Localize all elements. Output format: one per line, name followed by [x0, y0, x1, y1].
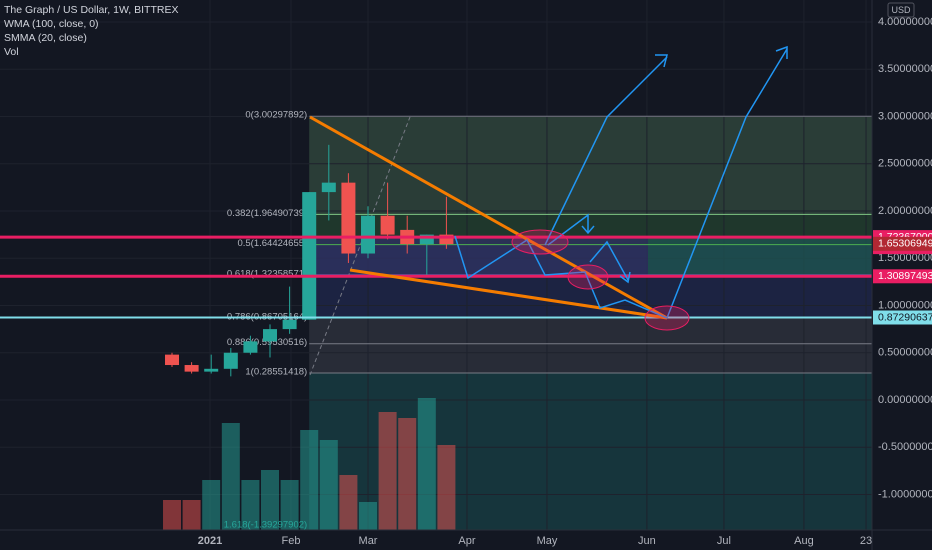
- projection-path: [454, 235, 668, 319]
- volume-bar: [163, 500, 182, 530]
- arrow-head: [775, 45, 788, 59]
- fib-label: 0.618(1.32358571): [227, 268, 307, 279]
- fib-zones: [309, 116, 872, 530]
- candle-body: [282, 319, 297, 330]
- price-label-box: [873, 269, 932, 284]
- fib-label: 0.382(1.96490739): [227, 208, 307, 219]
- projection-arrow: [666, 48, 788, 319]
- volume-bar: [221, 423, 240, 530]
- fib-label: 1(0.28551418): [245, 367, 307, 378]
- arrow-head: [581, 225, 595, 235]
- horizontal-lines: [0, 235, 872, 319]
- candle-body: [419, 234, 434, 245]
- candle-body: [341, 182, 356, 254]
- volume-bar: [319, 440, 338, 530]
- time-axis: [0, 530, 932, 550]
- axes: -1.00000000 -0.50000000 0.00000000 0.500000…: [198, 16, 932, 547]
- candle-body: [263, 329, 278, 342]
- candle-body: [165, 354, 180, 366]
- price-label: 0.87290637: [878, 311, 932, 323]
- projection-arrow: [589, 240, 629, 281]
- fib-zone: [309, 274, 872, 319]
- y-tick-label: 0.00000000: [878, 394, 932, 406]
- volume-bar: [182, 500, 201, 530]
- y-tick-label: 0.50000000: [878, 347, 932, 359]
- candle-body: [243, 341, 258, 353]
- volume-bar: [300, 430, 319, 530]
- x-tick-label: Jul: [717, 535, 731, 547]
- projection-arrow: [547, 213, 589, 246]
- y-tick-label: 2.00000000: [878, 205, 932, 217]
- fib-zone: [309, 318, 872, 344]
- indicator: Vol: [4, 46, 19, 58]
- x-tick-label: 2021: [198, 535, 222, 547]
- volume-bar: [398, 418, 417, 530]
- y-tick-label: -1.00000000: [878, 488, 932, 500]
- y-tick-label: -0.50000000: [878, 441, 932, 453]
- arrow-head: [655, 54, 668, 68]
- x-tick-label: Apr: [458, 535, 475, 547]
- candle-body: [321, 182, 336, 193]
- price-label: 1.30897493: [878, 270, 932, 282]
- trend-line: [309, 115, 668, 320]
- candle-body: [204, 368, 219, 372]
- volume-bar: [241, 480, 260, 530]
- highlight: [644, 305, 690, 331]
- volume-bar: [378, 412, 397, 530]
- x-tick-label: May: [537, 535, 558, 547]
- volume: [163, 398, 456, 530]
- volume-bar: [359, 502, 378, 530]
- arrow-head: [619, 271, 631, 284]
- indicator: WMA (100, close, 0): [4, 18, 99, 30]
- highlight: [511, 229, 569, 255]
- candle-body: [380, 215, 395, 235]
- candle-body: [184, 365, 199, 372]
- chart-title: The Graph / US Dollar, 1W, BITTREX: [4, 4, 178, 16]
- candle-body: [361, 215, 376, 254]
- volume-bar: [417, 398, 436, 530]
- candle-body: [439, 234, 454, 245]
- x-tick-label: Feb: [281, 535, 300, 547]
- candles: [165, 144, 454, 377]
- y-tick-label: 1.00000000: [878, 299, 932, 311]
- indicator: SMMA (20, close): [4, 32, 87, 44]
- trend-line: [349, 268, 668, 320]
- fib-zone: [309, 116, 872, 215]
- x-tick-label: 23: [860, 535, 872, 547]
- fib-label: 0.886(0.59530516): [227, 337, 307, 348]
- currency: USD: [891, 5, 911, 15]
- fib-label: 0(3.00297892): [245, 110, 307, 121]
- price-label: 1.65306949: [878, 238, 932, 250]
- price-label-box: [873, 236, 932, 251]
- fib-zone: [309, 343, 872, 374]
- candle-body: [223, 352, 238, 369]
- volume-bar: [437, 445, 456, 530]
- volume-bar: [280, 480, 299, 530]
- projection-arrow: [544, 56, 668, 246]
- range-box: [648, 238, 872, 276]
- volume-bar: [261, 470, 280, 530]
- x-tick-label: Aug: [794, 535, 814, 547]
- volume-bar: [339, 475, 358, 530]
- fib-label: 0.5(1.64424655): [237, 238, 307, 249]
- y-tick-label: 3.50000000: [878, 63, 932, 75]
- x-tick-label: Mar: [359, 535, 378, 547]
- price-label-box: [873, 310, 932, 325]
- highlight: [567, 264, 609, 290]
- y-tick-label: 1.50000000: [878, 252, 932, 264]
- candle-body: [302, 192, 317, 320]
- grid: [0, 0, 872, 530]
- y-tick-label: 2.50000000: [878, 158, 932, 170]
- y-tick-label: 4.00000000: [878, 16, 932, 28]
- y-tick-label: 3.00000000: [878, 110, 932, 122]
- volume-bar: [202, 480, 221, 530]
- currency-box: [887, 2, 915, 18]
- x-tick-label: Jun: [638, 535, 656, 547]
